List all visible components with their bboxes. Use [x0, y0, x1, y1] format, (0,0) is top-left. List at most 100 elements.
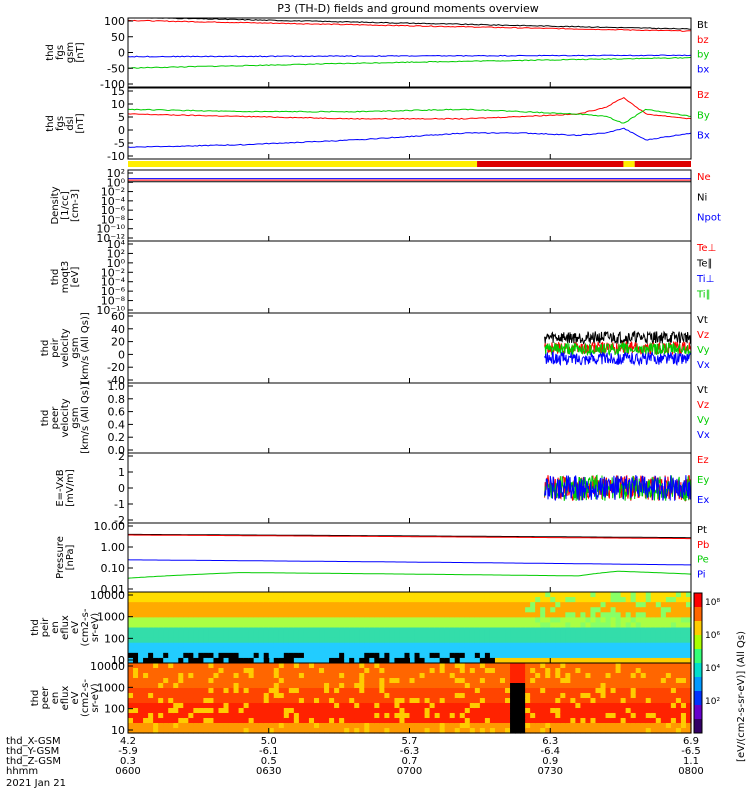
spectrogram-cell [474, 678, 481, 684]
spectrogram-cell [359, 652, 365, 659]
spectrogram-cell [308, 668, 315, 674]
spectrogram-cell [479, 617, 486, 624]
spectrogram-cell [233, 622, 240, 629]
spectrogram-cell [268, 597, 275, 603]
spectrogram-cell [268, 592, 275, 598]
spectrogram-cell [258, 632, 265, 639]
spectrogram-cell [173, 622, 179, 629]
spectrogram-cell [188, 718, 194, 724]
spectrogram-cell [263, 673, 270, 679]
spectrogram-cell [243, 647, 250, 654]
spectrogram-cell [464, 678, 471, 684]
spectrogram-cell [384, 683, 390, 689]
spectrogram-cell [379, 698, 385, 704]
spectrogram-cell [389, 678, 396, 684]
spectrogram-cell [665, 647, 672, 654]
spectrogram-cell [484, 617, 491, 624]
spectrogram-cell [459, 708, 466, 714]
spectrogram-cell [469, 723, 476, 729]
spectrogram-cell [208, 678, 215, 684]
spectrogram-cell [565, 657, 571, 664]
spectrogram-cell [173, 592, 179, 598]
spectrogram-cell [484, 668, 491, 674]
spectrogram-cell [173, 723, 179, 729]
spectrogram-cell [148, 602, 154, 608]
spectrogram-cell [369, 728, 375, 734]
y-tick-label: 1.0 [108, 380, 126, 393]
spectrogram-cell [298, 637, 305, 644]
spectrogram-cell [505, 647, 511, 654]
spectrogram-cell [670, 617, 677, 624]
spectrogram-cell [359, 622, 365, 629]
spectrogram-cell [545, 632, 551, 639]
spectrogram-cell [665, 592, 672, 598]
spectrogram-cell [344, 708, 350, 714]
spectrogram-cell [298, 673, 305, 679]
spectrogram-cell [344, 622, 350, 629]
spectrogram-cell [610, 678, 617, 684]
spectrogram-cell [324, 637, 330, 644]
spectrogram-cell [605, 708, 612, 714]
spectrogram-cell [193, 728, 199, 734]
spectrogram-cell [208, 673, 215, 679]
spectrogram-cell [303, 657, 310, 664]
spectrogram-cell [324, 657, 330, 664]
spectrogram-cell [329, 642, 335, 649]
spectrogram-cell [293, 597, 300, 603]
spectrogram-cell [178, 652, 184, 659]
spectrogram-cell [474, 693, 481, 699]
spectrogram-cell [630, 632, 637, 639]
spectrogram-cell [414, 602, 421, 608]
spectrogram-cell [263, 602, 270, 608]
spectrogram-cell [329, 693, 335, 699]
spectrogram-cell [374, 642, 380, 649]
spectrogram-cell [494, 728, 501, 734]
spectrogram-cell [364, 693, 370, 699]
spectrogram-cell [389, 637, 396, 644]
spectrogram-cell [520, 652, 526, 659]
spectrogram-cell [545, 728, 551, 734]
y-axis-label: eV [70, 621, 81, 634]
spectrogram-cell [384, 713, 390, 719]
spectrogram-cell [293, 688, 300, 694]
spectrogram-cell [143, 718, 149, 724]
spectrogram-cell [399, 708, 406, 714]
spectrogram-cell [625, 602, 632, 608]
spectrogram-cell [555, 708, 561, 714]
spectrogram-cell [208, 723, 215, 729]
spectrogram-cell [313, 683, 320, 689]
spectrogram-cell [635, 663, 642, 669]
spectrogram-cell [585, 673, 592, 679]
spectrogram-cell [354, 708, 360, 714]
spectrogram-cell [454, 632, 461, 639]
spectrogram-cell [449, 713, 456, 719]
spectrogram-cell [188, 693, 194, 699]
y-axis-label: [eV] [70, 267, 81, 288]
spectrogram-cell [178, 703, 184, 709]
spectrogram-cell [298, 617, 305, 624]
spectrogram-cell [575, 627, 582, 634]
spectrogram-cell [349, 602, 355, 608]
spectrogram-cell [439, 698, 446, 704]
spectrogram-cell [198, 723, 205, 729]
spectrogram-cell [650, 647, 657, 654]
spectrogram-cell [525, 612, 531, 618]
spectrogram-cell [444, 647, 451, 654]
spectrogram-cell [399, 703, 406, 709]
spectrogram-cell [575, 718, 582, 724]
spectrogram-cell [414, 678, 421, 684]
spectrogram-cell [580, 673, 587, 679]
spectrogram-cell [374, 688, 380, 694]
spectrogram-cell [258, 592, 265, 598]
spectrogram-cell [324, 723, 330, 729]
spectrogram-cell [298, 723, 305, 729]
spectrogram-cell [273, 703, 280, 709]
spectrogram-cell [354, 602, 360, 608]
spectrogram-cell [198, 698, 205, 704]
spectrogram-cell [288, 597, 295, 603]
spectrogram-cell [494, 592, 501, 598]
spectrogram-cell [424, 693, 431, 699]
spectrogram-cell [128, 683, 134, 689]
spectrogram-cell [213, 713, 220, 719]
spectrogram-cell [399, 723, 406, 729]
